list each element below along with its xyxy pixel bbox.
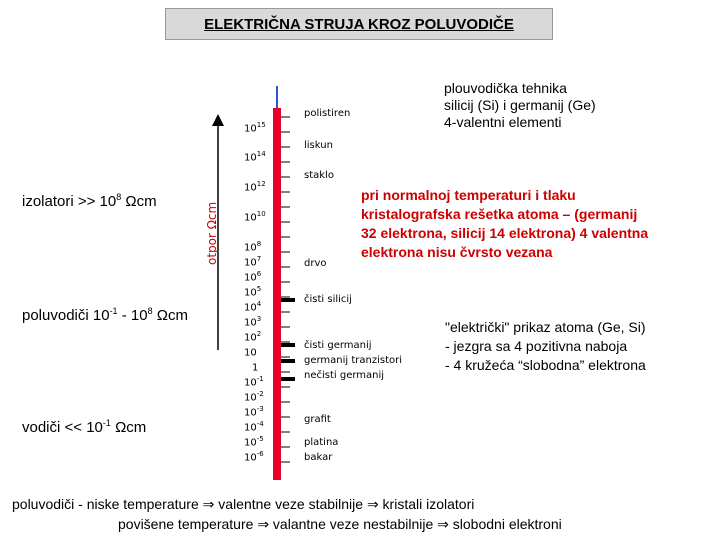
semiconductors-mid: - 10 (117, 307, 148, 324)
material-label: čisti silicij (304, 294, 352, 305)
info-line: silicij (Si) i germanij (Ge) (444, 97, 596, 113)
tick-label: 1015 (244, 121, 266, 135)
tick-label: 108 (244, 240, 262, 254)
title-box: ELEKTRIČNA STRUJA KROZ POLUVODIČE (165, 8, 553, 40)
material-label: staklo (304, 170, 334, 181)
semiconductors-text: poluvodiči 10 (22, 307, 110, 324)
material-label: nečisti germanij (304, 370, 385, 381)
tick-label: 10-2 (244, 390, 264, 404)
semiconductors-unit: Ωcm (152, 307, 188, 324)
tick-label: 102 (244, 330, 262, 344)
summary-text: poluvodiči - niske temperature (12, 496, 203, 512)
material-label: germanij tranzistori (304, 355, 403, 366)
germanium-marker (281, 343, 295, 347)
page-title: ELEKTRIČNA STRUJA KROZ POLUVODIČE (204, 15, 514, 33)
scale-ticks (281, 116, 290, 463)
semiconductors-label: poluvodiči 10-1 - 108 Ωcm (22, 306, 188, 324)
tick-label: 10-6 (244, 450, 264, 464)
tick-label: 105 (244, 285, 262, 299)
tick-label: 10-4 (244, 420, 264, 434)
lattice-line: elektrona nisu čvrsto vezana (361, 244, 553, 260)
atom-description: "električki" prikaz atoma (Ge, Si) - jez… (445, 318, 646, 375)
tick-label: 106 (244, 270, 262, 284)
implies-arrow-icon: ⇒ (437, 516, 449, 532)
lattice-line: kristalografska rešetka atoma – (germani… (361, 206, 638, 222)
tick-label: 107 (244, 255, 262, 269)
tick-label: 103 (244, 315, 262, 329)
material-label: čisti germanij (304, 340, 372, 351)
tick-label: 104 (244, 300, 262, 314)
material-label: polistiren (304, 108, 351, 119)
semiconductor-info: plouvodička tehnika silicij (Si) i germa… (444, 80, 596, 131)
summary-text: slobodni elektroni (448, 516, 562, 532)
impure-germanium-marker (281, 377, 295, 381)
info-line: plouvodička tehnika (444, 80, 567, 96)
info-line: 4-valentni elementi (444, 114, 562, 130)
atom-line: "električki" prikaz atoma (Ge, Si) (445, 319, 646, 335)
insulators-exp: 8 (116, 192, 122, 202)
insulators-unit: Ωcm (121, 193, 157, 210)
lattice-line: pri normalnoj temperaturi i tlaku (361, 187, 576, 203)
conductors-exp: -1 (102, 418, 111, 428)
silicon-marker (281, 298, 295, 302)
axis-label: otpor Ωcm (205, 201, 219, 265)
insulators-text: izolatori >> 10 (22, 193, 117, 210)
tick-label: 1012 (244, 180, 266, 194)
semiconductors-exp1: -1 (109, 306, 118, 316)
tick-label: 10-5 (244, 435, 264, 449)
atom-line: - jezgra sa 4 pozitivna naboja (445, 338, 628, 354)
transistor-marker (281, 359, 295, 363)
tick-label: 1014 (244, 150, 266, 164)
implies-arrow-icon: ⇒ (366, 496, 379, 512)
material-label: drvo (304, 258, 327, 269)
material-label: grafit (304, 414, 331, 425)
summary-line-1: poluvodiči - niske temperature ⇒ valentn… (12, 494, 474, 514)
summary-text: povišene temperature (118, 516, 258, 532)
semiconductors-exp2: 8 (147, 306, 153, 316)
material-label: liskun (304, 140, 333, 151)
summary-text: kristali izolatori (378, 496, 475, 512)
lattice-line: 32 elektrona, silicij 14 elektrona) 4 va… (361, 225, 649, 241)
material-label: platina (304, 437, 339, 448)
atom-line: - 4 kružeća “slobodna” elektrona (445, 357, 646, 373)
summary-line-2: povišene temperature ⇒ valantne veze nes… (118, 514, 562, 534)
tick-label: 10-1 (244, 375, 264, 389)
lattice-description: pri normalnoj temperaturi i tlaku krista… (361, 186, 648, 262)
resistivity-bar (273, 108, 281, 480)
material-label: bakar (304, 452, 333, 463)
summary-text: valentne veze stabilnije (214, 496, 367, 512)
tick-label: 10-3 (244, 405, 264, 419)
conductors-unit: Ωcm (110, 419, 147, 436)
conductors-text: vodiči << 10 (22, 419, 103, 436)
implies-arrow-icon: ⇒ (202, 496, 215, 512)
insulators-label: izolatori >> 108 Ωcm (22, 192, 157, 210)
implies-arrow-icon: ⇒ (257, 516, 270, 532)
conductors-label: vodiči << 10-1 Ωcm (22, 418, 146, 436)
tick-label: 1 (252, 362, 259, 374)
summary-text: valantne veze nestabilnije (269, 516, 438, 532)
tick-label: 1010 (244, 210, 266, 224)
tick-label: 10 (244, 347, 257, 359)
